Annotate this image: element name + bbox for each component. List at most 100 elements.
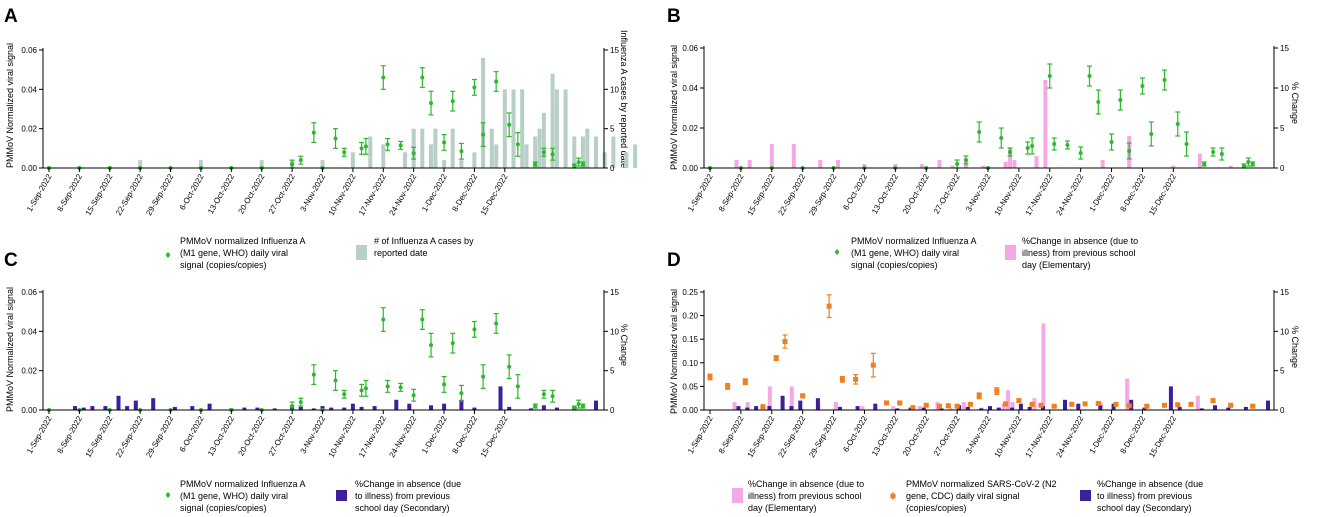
- data-point: [1162, 78, 1167, 82]
- legend-text-line: (copies/copies): [906, 503, 967, 513]
- bar: [602, 152, 607, 168]
- y-tick-label: 0.06: [682, 44, 698, 53]
- x-tick-label: 1-Sep-2022: [25, 172, 54, 213]
- x-tick-label: 20-Oct-2022: [901, 414, 931, 457]
- bar: [736, 406, 741, 410]
- bar: [1213, 405, 1217, 410]
- y2-tick-label: 0: [610, 406, 615, 415]
- data-point: [363, 386, 368, 391]
- x-tick-label: 1-Dec-2022: [420, 172, 449, 213]
- bar: [359, 406, 364, 410]
- bar: [350, 152, 355, 168]
- data-point: [1188, 401, 1194, 407]
- bar: [311, 408, 316, 410]
- y-tick-label: 0.15: [682, 335, 698, 344]
- legend-text-line: day (Elementary): [748, 503, 817, 513]
- bar: [815, 398, 820, 410]
- panel-letter-a: A: [4, 6, 18, 27]
- panel-letter-d: D: [667, 250, 681, 271]
- bar: [533, 136, 538, 168]
- x-tick-label: 1-Sep-2022: [25, 414, 54, 455]
- bar: [1041, 323, 1046, 410]
- bar: [207, 403, 212, 410]
- data-point: [1025, 146, 1030, 150]
- data-point: [481, 132, 486, 137]
- bar: [498, 386, 503, 410]
- data-point: [853, 376, 859, 382]
- x-tick-label: 20-Oct-2022: [236, 172, 266, 215]
- data-point: [963, 158, 968, 162]
- x-tick-label: 13-Oct-2022: [206, 414, 236, 457]
- x-tick-label: 1-Sep-2022: [686, 414, 715, 455]
- data-point: [1069, 401, 1075, 407]
- x-tick-label: 8-Sep-2022: [55, 172, 84, 213]
- x-tick-label: 8-Dec-2022: [1118, 414, 1147, 455]
- data-point: [442, 382, 447, 387]
- y-axis-label-a: PMMoV Normalized viral signal: [5, 43, 15, 168]
- bar: [242, 407, 247, 410]
- data-point: [954, 403, 960, 409]
- legend-item-elementary-absence: %Change in absence (due to illness) from…: [732, 479, 864, 513]
- y2-tick-label: 15: [1280, 44, 1289, 53]
- legend-text-line: PMMoV normalized Influenza A: [180, 236, 306, 246]
- x-tick-label: 13-Oct-2022: [870, 414, 900, 457]
- panel-letter-c: C: [4, 250, 18, 271]
- x-tick-label: 3-Nov-2022: [299, 414, 328, 455]
- x-tick-label: 13-Oct-2022: [870, 172, 900, 215]
- bar: [90, 406, 95, 410]
- x-tick-label: 27-Oct-2022: [932, 172, 962, 215]
- data-point: [494, 79, 499, 84]
- legend-text-line: gene, CDC) daily viral signal: [906, 491, 1020, 501]
- data-point: [1149, 132, 1154, 136]
- data-point: [459, 149, 464, 154]
- bar: [298, 406, 303, 410]
- data-point: [311, 130, 316, 135]
- y2-axis-label-b: % Change: [1290, 82, 1300, 124]
- bar: [489, 128, 494, 168]
- data-point: [580, 162, 585, 167]
- x-tick-label: 17-Nov-2022: [1024, 172, 1055, 217]
- bar: [1018, 403, 1023, 410]
- x-tick-label: 3-Nov-2022: [964, 172, 993, 213]
- legend-item-influenza-signal: PMMoV normalized Influenza A (M1 gene, W…: [835, 236, 977, 270]
- legend-text-line: %Change in absence (due: [355, 479, 461, 489]
- bar: [948, 407, 953, 410]
- data-point: [1219, 152, 1224, 156]
- y2-tick-label: 5: [1280, 367, 1285, 376]
- bar: [996, 407, 1001, 410]
- x-tick-label: 1-Sep-2022: [686, 172, 715, 213]
- data-point: [1241, 164, 1246, 168]
- data-point: [515, 142, 520, 147]
- bar: [494, 144, 499, 168]
- legend-text-line: school day (Secondary): [1097, 503, 1192, 513]
- data-point: [839, 376, 845, 382]
- bar: [429, 405, 433, 410]
- bar: [611, 136, 616, 168]
- bar: [1168, 386, 1173, 410]
- bar: [745, 402, 750, 410]
- legend-text-line: %Change in absence (due to: [1022, 236, 1138, 246]
- bar: [429, 144, 433, 168]
- legend-swatch: [336, 490, 347, 501]
- legend-marker-dot: [166, 253, 170, 257]
- legend-text-line: (M1 gene, WHO) daily viral: [180, 491, 288, 501]
- bar: [921, 407, 926, 410]
- data-point: [290, 162, 295, 167]
- data-point: [381, 317, 386, 322]
- data-point: [333, 378, 338, 383]
- x-tick-label: 29-Sep-2022: [144, 414, 175, 459]
- bar: [581, 136, 585, 168]
- bar: [1043, 80, 1048, 168]
- x-tick-label: 15-Dec-2022: [1147, 414, 1178, 459]
- legend-text-line: signal (copies/copies): [180, 503, 267, 513]
- y-tick-label: 0.04: [21, 327, 37, 336]
- x-tick-label: 6-Oct-2022: [841, 414, 869, 454]
- data-point: [1095, 400, 1101, 406]
- y-tick-label: 0.20: [682, 312, 698, 321]
- bar: [442, 403, 447, 410]
- legend-text-line: (M1 gene, WHO) daily viral: [851, 248, 959, 258]
- bar: [541, 405, 546, 410]
- bar: [198, 160, 203, 168]
- x-tick-label: 8-Dec-2022: [450, 414, 479, 455]
- x-tick-label: 6-Oct-2022: [178, 172, 206, 212]
